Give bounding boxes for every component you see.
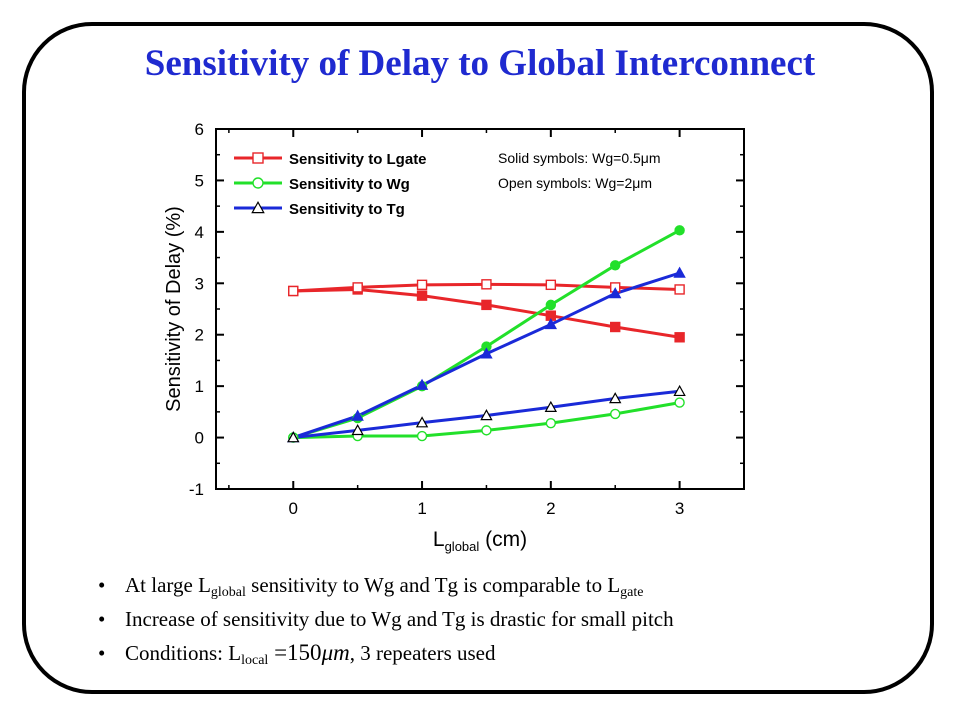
x-tick-label: 3 <box>675 499 684 518</box>
bullet-1-text-a: At large L <box>125 573 211 597</box>
slide-title: Sensitivity of Delay to Global Interconn… <box>144 43 816 84</box>
bullet-2-text: Increase of sensitivity due to Wg and Tg… <box>125 607 674 631</box>
y-tick-label: -1 <box>189 480 204 499</box>
data-point <box>674 284 685 295</box>
legend-marker <box>252 177 264 189</box>
y-tick-label: 3 <box>195 274 204 293</box>
x-axis-title: Lglobal (cm) <box>433 528 527 554</box>
data-point <box>545 417 557 429</box>
bullet-item-3: • Conditions: Llocal =150μm, 3 repeaters… <box>98 636 674 670</box>
bullet-3-equation: =150 <box>268 640 322 665</box>
data-point <box>544 318 558 330</box>
ann-open-prefix: Open symbols: Wg=2 <box>498 175 632 191</box>
y-tick-label: 5 <box>195 171 204 190</box>
bullet-3-unit: μm <box>321 640 350 665</box>
data-point <box>609 392 622 404</box>
y-axis-title: Sensitivity of Delay (%) <box>163 206 185 412</box>
bullet-3-sub-local: local <box>241 653 269 668</box>
data-point <box>415 416 429 428</box>
data-point <box>351 409 364 421</box>
y-tick-label: 4 <box>195 223 204 242</box>
y-tick-label: 2 <box>195 326 204 345</box>
data-point <box>545 299 557 311</box>
bullet-list: • At large Lglobal sensitivity to Wg and… <box>98 568 674 670</box>
data-point <box>481 299 492 311</box>
y-tick-label: 0 <box>195 429 204 448</box>
bullet-1-text-b: sensitivity to Wg and Tg is comparable t… <box>245 573 621 597</box>
data-point <box>673 266 686 278</box>
x-tick-label: 0 <box>289 499 298 518</box>
data-point <box>610 408 621 420</box>
series-line <box>293 287 680 339</box>
bullet-dot: • <box>98 607 106 631</box>
data-point <box>674 332 685 343</box>
data-point <box>416 290 428 301</box>
legend-label: Sensitivity to Tg <box>289 201 405 218</box>
bullet-3-prefix: Conditions: L <box>125 641 242 665</box>
y-tick-label: 6 <box>195 120 204 139</box>
data-point <box>352 282 363 293</box>
data-point <box>481 425 492 436</box>
data-point <box>610 260 621 271</box>
y-tick-label: 1 <box>195 377 204 396</box>
data-point <box>481 279 492 290</box>
data-point <box>287 431 300 443</box>
data-point <box>673 384 686 397</box>
bullet-dot: • <box>98 573 106 597</box>
bullet-1-sub-gate: gate <box>620 585 644 600</box>
data-point <box>674 225 685 236</box>
data-point <box>609 287 622 299</box>
legend-label: Sensitivity to Wg <box>289 176 410 193</box>
legend-marker <box>251 201 265 214</box>
x-axis-title-main: L <box>433 528 445 551</box>
ann-open-mu: μ <box>632 175 640 191</box>
data-point <box>480 409 493 421</box>
data-point <box>416 430 428 442</box>
data-point <box>480 347 493 359</box>
data-point <box>415 378 429 390</box>
ann-solid-mu: μ <box>641 150 649 166</box>
data-point <box>610 321 621 333</box>
data-point <box>545 279 557 291</box>
x-axis-title-unit: (cm) <box>479 528 527 551</box>
annotation-open: Open symbols: Wg=2μm <box>498 175 652 191</box>
series-line <box>292 228 681 440</box>
data-point <box>674 397 685 408</box>
ann-solid-prefix: Solid symbols: Wg=0.5 <box>498 150 641 166</box>
bullet-item-2: • Increase of sensitivity due to Wg and … <box>98 602 674 636</box>
ann-open-suffix: m <box>640 175 652 191</box>
data-point <box>288 285 299 297</box>
bullet-item-1: • At large Lglobal sensitivity to Wg and… <box>98 568 674 602</box>
data-point <box>416 279 428 291</box>
bullet-1-sub-global: global <box>210 585 246 600</box>
bullet-dot: • <box>98 641 106 665</box>
legend-label: Sensitivity to Lgate <box>289 151 427 168</box>
x-axis-title-sub: global <box>445 539 480 554</box>
bullet-3-suffix: , 3 repeaters used <box>349 641 496 665</box>
x-tick-label: 2 <box>546 499 555 518</box>
ann-solid-suffix: m <box>649 150 661 166</box>
legend-marker <box>252 152 264 164</box>
data-point <box>351 423 364 436</box>
data-point <box>544 400 558 412</box>
x-tick-label: 1 <box>417 499 426 518</box>
annotation-solid: Solid symbols: Wg=0.5μm <box>498 150 661 166</box>
